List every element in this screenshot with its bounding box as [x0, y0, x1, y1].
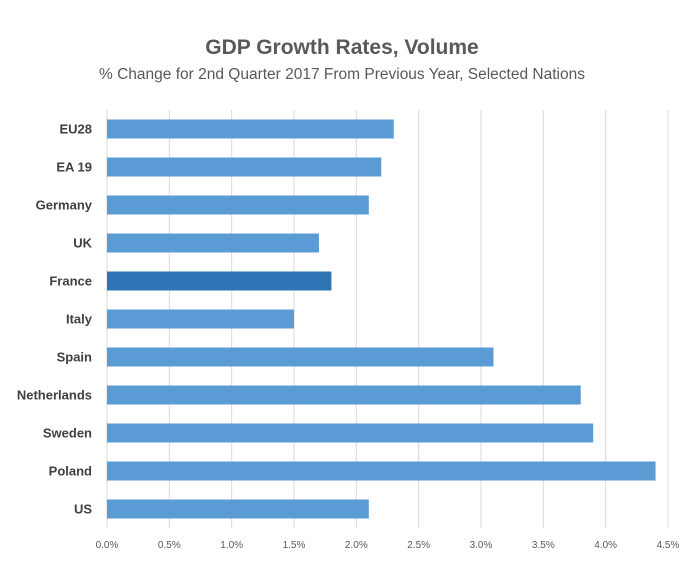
bar-eu28 [107, 119, 394, 139]
x-tick-labels: 0.0% 0.5% 1.0% 1.5% 2.0% 2.5% 3.0% 3.5% 4.0% 4.5% [96, 540, 680, 551]
category-label: UK [73, 236, 92, 251]
gridlines [106, 110, 669, 528]
bar-ea-19 [107, 157, 382, 177]
bar-spain [107, 347, 494, 367]
x-tick-label: 2.5% [407, 540, 430, 551]
bar-italy [107, 309, 294, 329]
x-tick-label: 4.5% [657, 540, 680, 551]
chart-title: GDP Growth Rates, Volume [205, 36, 479, 59]
bar-germany [107, 195, 369, 215]
category-label: Germany [36, 198, 93, 213]
x-tick-label: 1.5% [283, 540, 306, 551]
x-tick-label: 0.5% [158, 540, 181, 551]
x-tick-label: 2.0% [345, 540, 368, 551]
category-label: Italy [66, 312, 93, 327]
category-label: Netherlands [17, 388, 92, 403]
category-label: EA 19 [56, 160, 92, 175]
x-tick-label: 4.0% [594, 540, 617, 551]
bar-france [107, 271, 332, 291]
x-tick-label: 1.0% [220, 540, 243, 551]
category-label: EU28 [59, 122, 92, 137]
category-label: Sweden [43, 426, 92, 441]
bar-poland [107, 461, 656, 481]
category-label: Poland [49, 464, 92, 479]
category-label: Spain [57, 350, 92, 365]
bar-uk [107, 233, 319, 253]
x-tick-label: 3.0% [470, 540, 493, 551]
category-label: US [74, 502, 92, 517]
bar-us [107, 499, 369, 519]
x-tick-label: 0.0% [96, 540, 119, 551]
bar-sweden [107, 423, 594, 443]
bar-netherlands [107, 385, 581, 405]
x-tick-label: 3.5% [532, 540, 555, 551]
category-label: France [49, 274, 92, 289]
category-labels: EU28 EA 19 Germany UK France Italy Spain Nether… [17, 122, 93, 517]
bars [107, 119, 656, 519]
chart-subtitle: % Change for 2nd Quarter 2017 From Previ… [99, 66, 585, 83]
